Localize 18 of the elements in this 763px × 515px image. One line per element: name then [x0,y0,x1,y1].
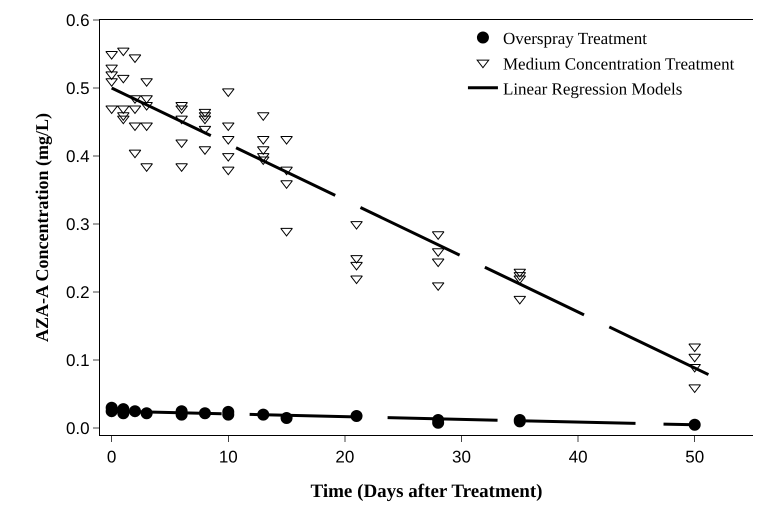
x-tick-label: 10 [218,447,238,466]
x-axis-title: Time (Days after Treatment) [310,481,542,502]
x-tick-label: 20 [335,447,354,466]
y-tick-label: 0.5 [66,78,90,98]
y-tick-label: 0.1 [66,351,90,370]
legend-label: Medium Concentration Treatment [502,54,735,74]
x-tick-label: 30 [452,447,471,466]
y-tick-label: 0.6 [66,10,90,30]
x-tick-label: 0 [106,447,116,466]
y-tick-label: 0.2 [66,283,90,302]
x-tick-label: 50 [685,447,704,466]
y-axis-title: AZA-A Concentration (mg/L) [32,113,52,342]
x-tick-label: 40 [568,447,588,466]
legend-label: Overspray Treatment [502,29,648,48]
y-tick-label: 0.4 [66,147,90,166]
y-tick-label: 0.3 [66,215,90,234]
legend-label: Linear Regression Models [502,79,682,98]
y-tick-label: 0.0 [66,419,90,438]
